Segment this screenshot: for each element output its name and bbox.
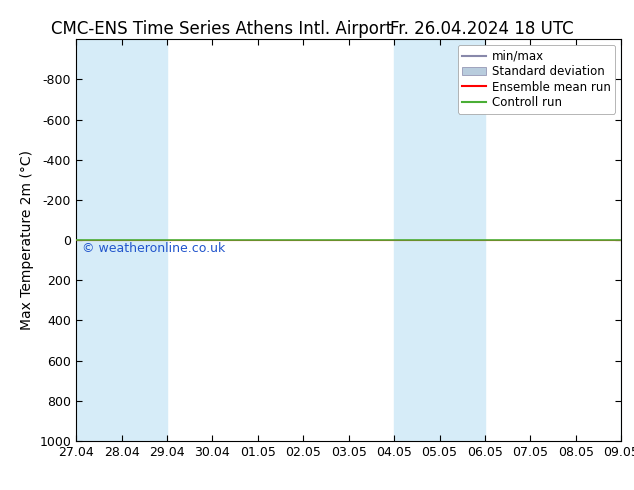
Title: CMC-ENS Time Series Athens Intl. Airport      Fr. 26.04.2024 18 UTC: CMC-ENS Time Series Athens Intl. Airport… [0,489,1,490]
Bar [394,39,439,441]
Text: © weatheronline.co.uk: © weatheronline.co.uk [82,242,225,255]
Text: CMC-ENS Time Series Athens Intl. Airport: CMC-ENS Time Series Athens Intl. Airport [51,20,392,38]
Legend: min/max, Standard deviation, Ensemble mean run, Controll run: min/max, Standard deviation, Ensemble me… [458,45,616,114]
Bar [439,39,485,441]
Bar [621,39,634,441]
Bar [76,39,122,441]
Text: Fr. 26.04.2024 18 UTC: Fr. 26.04.2024 18 UTC [390,20,574,38]
Bar [122,39,167,441]
Y-axis label: Max Temperature 2m (°C): Max Temperature 2m (°C) [20,150,34,330]
